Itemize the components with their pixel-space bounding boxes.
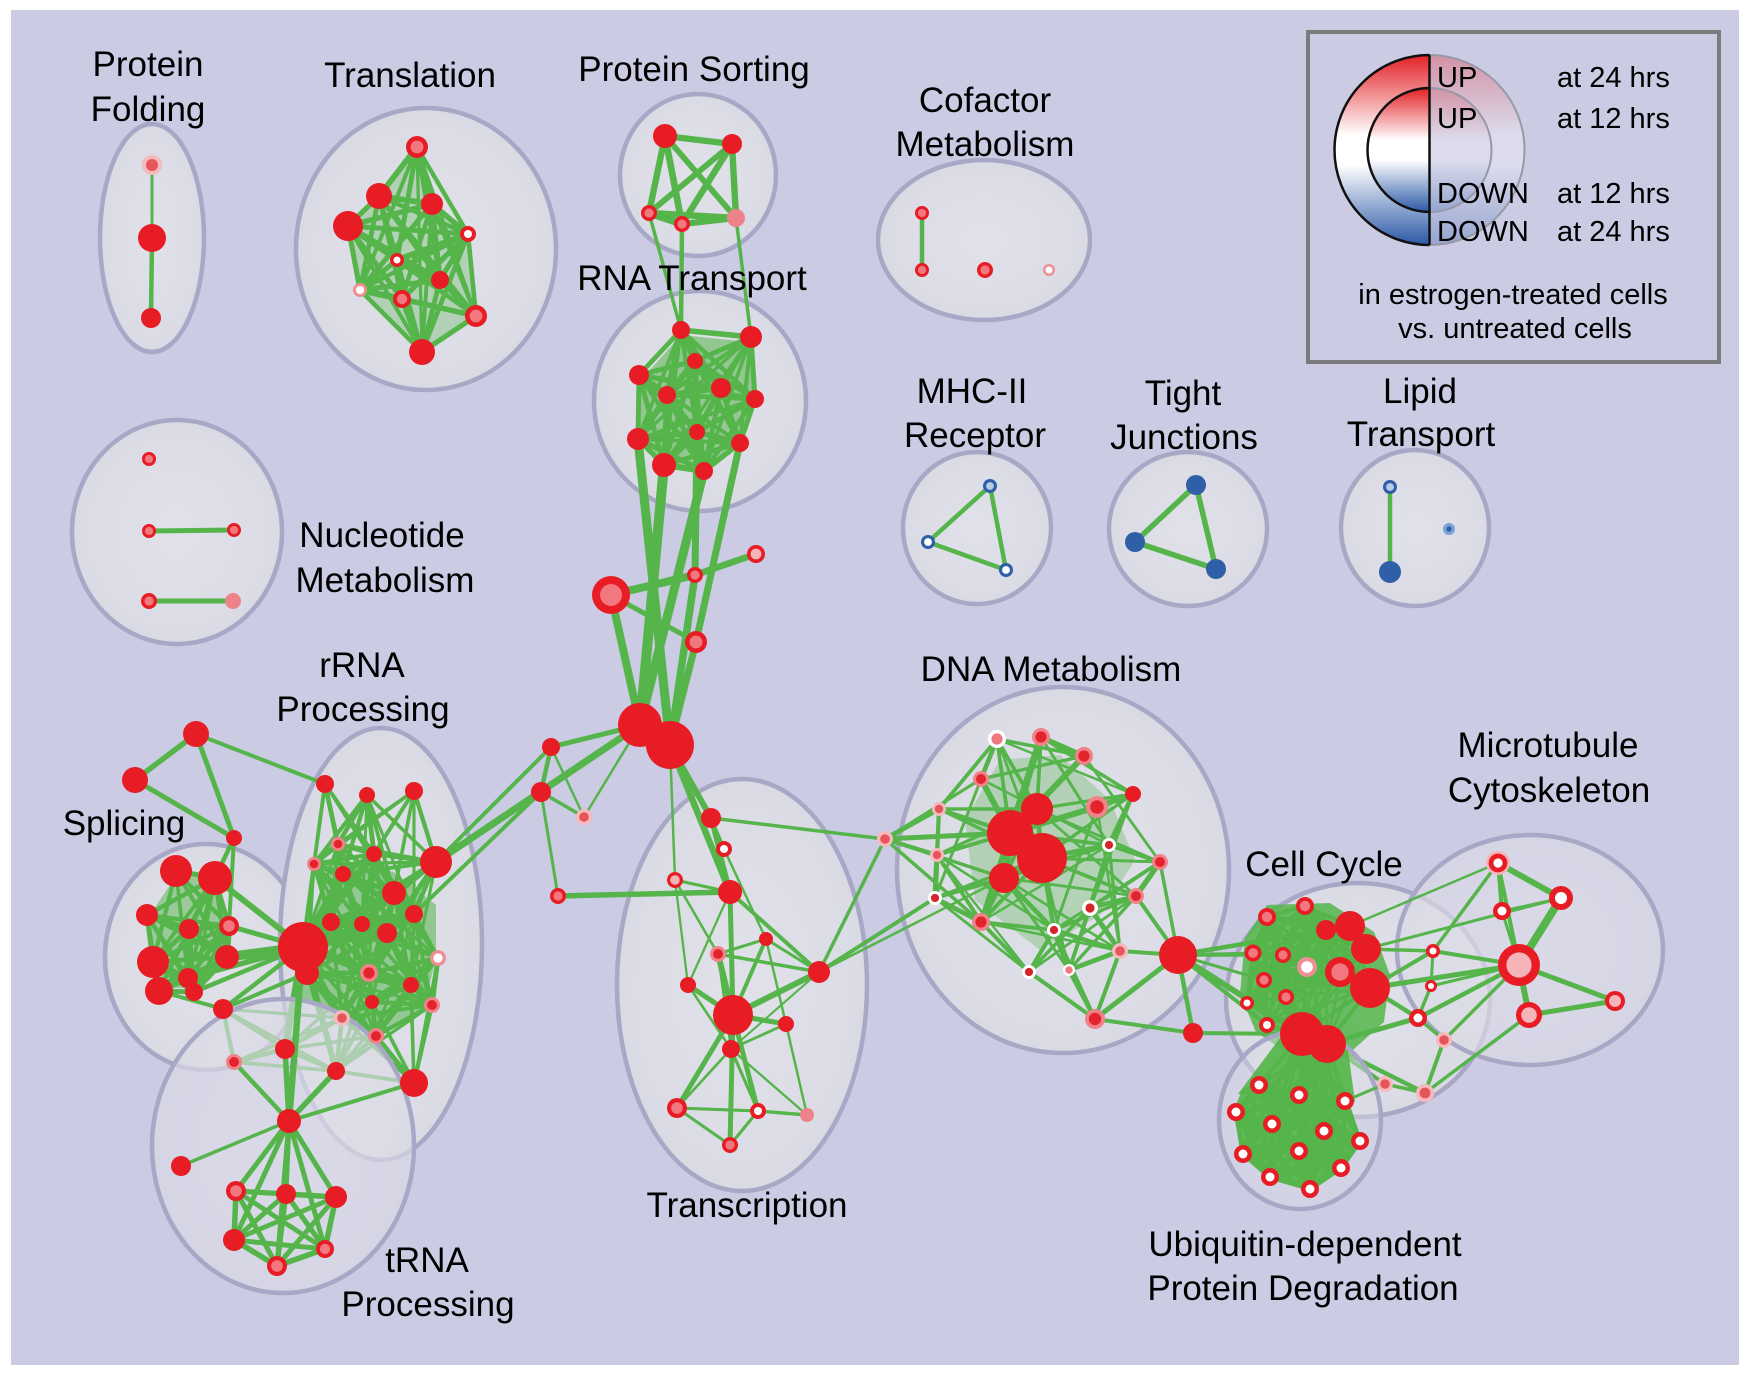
svg-text:DNA Metabolism: DNA Metabolism (921, 650, 1182, 689)
svg-text:Receptor: Receptor (904, 416, 1046, 455)
svg-text:Junctions: Junctions (1110, 418, 1258, 457)
svg-text:Processing: Processing (341, 1285, 514, 1324)
svg-text:in estrogen-treated cells: in estrogen-treated cells (1358, 279, 1668, 311)
svg-text:Translation: Translation (324, 56, 496, 95)
svg-text:at 24 hrs: at 24 hrs (1557, 62, 1670, 94)
svg-text:UP: UP (1437, 62, 1477, 94)
svg-text:Transport: Transport (1347, 415, 1496, 454)
svg-text:Microtubule: Microtubule (1458, 726, 1639, 765)
svg-text:Metabolism: Metabolism (896, 125, 1075, 164)
svg-text:Ubiquitin-dependent: Ubiquitin-dependent (1148, 1225, 1462, 1264)
svg-text:vs. untreated cells: vs. untreated cells (1398, 313, 1632, 345)
svg-text:Protein Sorting: Protein Sorting (578, 50, 810, 89)
svg-text:at 12 hrs: at 12 hrs (1557, 103, 1670, 135)
svg-text:Lipid: Lipid (1383, 372, 1457, 411)
svg-text:Folding: Folding (91, 90, 206, 129)
svg-text:Cofactor: Cofactor (919, 81, 1052, 120)
svg-text:DOWN: DOWN (1437, 216, 1529, 248)
svg-text:Cytoskeleton: Cytoskeleton (1448, 771, 1650, 810)
svg-text:Splicing: Splicing (63, 804, 186, 843)
svg-text:at 12 hrs: at 12 hrs (1557, 178, 1670, 210)
svg-text:Transcription: Transcription (647, 1186, 848, 1225)
svg-text:Protein: Protein (93, 45, 204, 84)
svg-text:MHC-II: MHC-II (917, 372, 1028, 411)
svg-text:UP: UP (1437, 103, 1477, 135)
svg-text:at 24 hrs: at 24 hrs (1557, 216, 1670, 248)
svg-text:Nucleotide: Nucleotide (299, 516, 464, 555)
svg-text:Processing: Processing (276, 690, 449, 729)
svg-text:RNA Transport: RNA Transport (577, 259, 807, 298)
svg-text:DOWN: DOWN (1437, 178, 1529, 210)
svg-text:Tight: Tight (1145, 374, 1222, 413)
svg-text:Metabolism: Metabolism (296, 561, 475, 600)
svg-text:tRNA: tRNA (385, 1241, 469, 1280)
svg-text:Protein Degradation: Protein Degradation (1147, 1269, 1458, 1308)
svg-text:Cell Cycle: Cell Cycle (1245, 845, 1403, 884)
svg-text:rRNA: rRNA (319, 646, 405, 685)
